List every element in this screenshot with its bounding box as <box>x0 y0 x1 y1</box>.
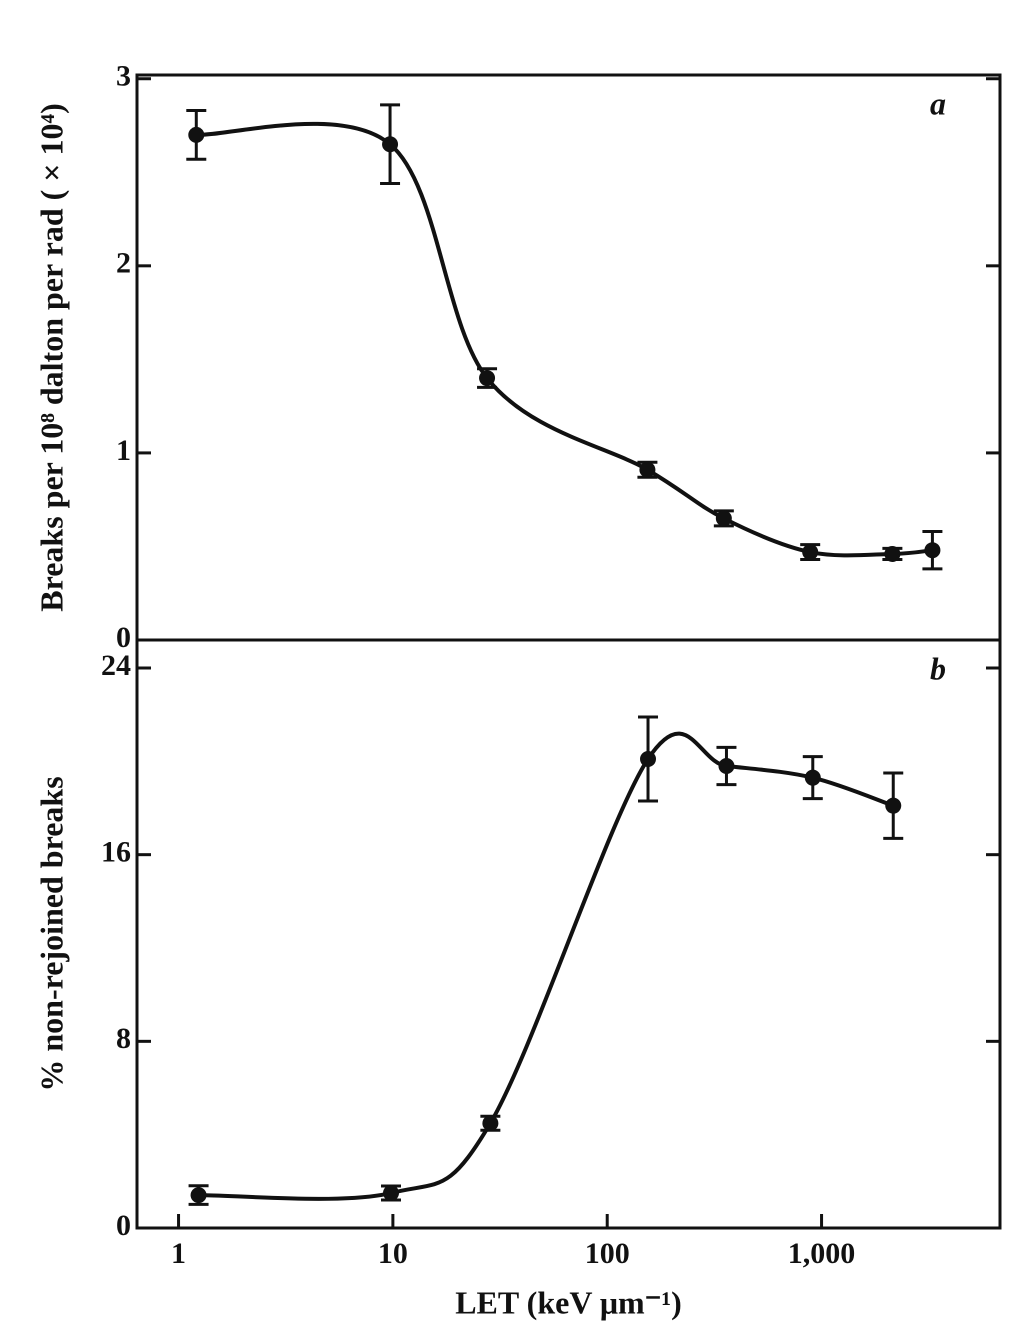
plot-frame <box>135 638 1002 1230</box>
data-point <box>382 136 399 153</box>
data-point <box>639 461 656 478</box>
y-tick-label: 0 <box>116 1209 131 1242</box>
data-point <box>482 1115 499 1132</box>
y-tick-label: 8 <box>116 1022 131 1055</box>
data-point <box>718 758 735 774</box>
y-tick-label: 3 <box>116 60 131 93</box>
y-tick-label: 0 <box>116 621 131 654</box>
data-point <box>383 1185 400 1201</box>
curve <box>198 731 894 1201</box>
data-point <box>188 126 205 143</box>
data-point <box>804 769 821 786</box>
x-tick-label: 1 <box>171 1237 186 1270</box>
panel-label: b <box>930 650 946 686</box>
data-point <box>715 510 732 527</box>
y-tick-label: 1 <box>116 434 131 467</box>
panel-label: a <box>930 85 946 121</box>
data-point <box>884 545 901 562</box>
y-axis-label: % non-rejoined breaks <box>33 776 69 1091</box>
y-axis-label: Breaks per 10⁸ dalton per rad ( × 10⁴) <box>33 103 69 612</box>
data-point <box>190 1187 207 1204</box>
data-point <box>479 370 496 387</box>
data-point <box>802 544 819 561</box>
data-point <box>640 751 657 767</box>
y-tick-label: 2 <box>116 247 131 280</box>
y-tick-label: 24 <box>101 649 131 682</box>
x-tick-label: 100 <box>585 1237 630 1270</box>
x-tick-label: 10 <box>378 1237 408 1270</box>
y-tick-label: 16 <box>101 836 131 869</box>
curve <box>196 121 933 558</box>
data-point <box>885 797 902 814</box>
data-point <box>924 542 941 559</box>
x-tick-label: 1,000 <box>788 1237 856 1270</box>
x-axis-label: LET (keV μm⁻¹) <box>455 1284 682 1320</box>
